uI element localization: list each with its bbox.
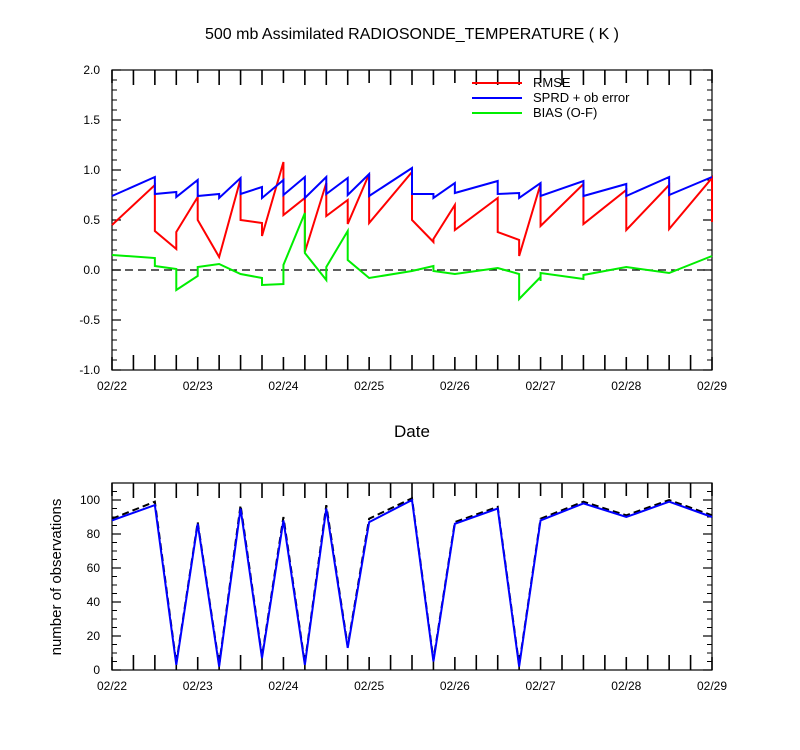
series-line-possible — [111, 496, 713, 666]
y-tick-label: -1.0 — [79, 363, 100, 377]
bottom-y-axis-title: number of observations — [48, 499, 65, 656]
y-tick-label: 20 — [87, 629, 101, 643]
series-line-bias-o-f — [111, 212, 713, 302]
y-tick-label: 60 — [87, 561, 101, 575]
y-tick-label: 0.5 — [83, 213, 100, 227]
x-tick-label: 02/26 — [440, 679, 470, 693]
x-tick-label: 02/27 — [526, 379, 556, 393]
x-tick-label: 02/23 — [183, 679, 213, 693]
chart-title: 500 mb Assimilated RADIOSONDE_TEMPERATUR… — [205, 26, 619, 43]
x-tick-label: 02/29 — [697, 679, 727, 693]
y-tick-label: 1.5 — [83, 113, 100, 127]
y-tick-label: 2.0 — [83, 63, 100, 77]
y-tick-label: -0.5 — [79, 313, 100, 327]
y-tick-label: 0 — [93, 663, 100, 677]
x-tick-label: 02/23 — [183, 379, 213, 393]
x-tick-label: 02/26 — [440, 379, 470, 393]
x-tick-label: 02/22 — [97, 679, 127, 693]
legend-label: RMSE — [533, 75, 571, 90]
x-tick-label: 02/25 — [354, 679, 384, 693]
legend-label: BIAS (O-F) — [533, 105, 597, 120]
top-x-axis-title: Date — [394, 422, 430, 441]
y-tick-label: 1.0 — [83, 163, 100, 177]
x-tick-label: 02/27 — [526, 679, 556, 693]
y-tick-label: 40 — [87, 595, 101, 609]
series-line-used — [111, 498, 713, 667]
y-tick-label: 100 — [80, 493, 100, 507]
series-line-sprd-ob-error — [111, 166, 713, 201]
x-tick-label: 02/25 — [354, 379, 384, 393]
plot-frame — [111, 482, 713, 671]
x-tick-label: 02/28 — [611, 679, 641, 693]
y-tick-label: 0.0 — [83, 263, 100, 277]
y-tick-label: 80 — [87, 527, 101, 541]
x-tick-label: 02/22 — [97, 379, 127, 393]
legend-label: SPRD + ob error — [533, 90, 630, 105]
x-tick-label: 02/24 — [268, 379, 298, 393]
x-tick-label: 02/28 — [611, 379, 641, 393]
bottom-chart: 02/22 02/23 02/24 02/25 02/26 02/27 02/28 02/29… — [80, 482, 727, 693]
x-tick-label: 02/24 — [268, 679, 298, 693]
top-chart: 02/22 02/23 02/24 02/25 02/26 02/27 02/28 02/29… — [79, 63, 727, 393]
x-tick-label: 02/29 — [697, 379, 727, 393]
